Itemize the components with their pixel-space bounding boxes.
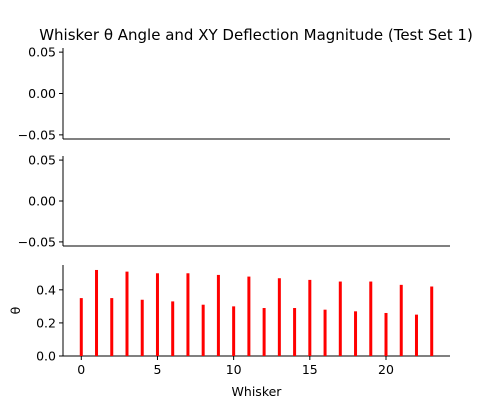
- panel-0-ytick-label: −0.05: [18, 127, 56, 142]
- theta-bar: [95, 269, 99, 356]
- x-axis-label: Whisker: [232, 384, 283, 399]
- panel-2-ylabel: θ: [8, 307, 23, 315]
- theta-bar: [155, 273, 159, 356]
- xtick-label: 10: [226, 362, 242, 377]
- theta-bar: [232, 306, 236, 356]
- theta-bar: [277, 278, 281, 356]
- xtick-label: 5: [153, 362, 161, 377]
- theta-bar: [216, 274, 220, 356]
- panel-0-ytick-label: 0.05: [28, 45, 56, 60]
- panel-2-ytick-label: 0.2: [36, 315, 56, 330]
- theta-bar: [384, 312, 388, 356]
- theta-bar: [430, 286, 434, 356]
- theta-bar: [247, 276, 251, 356]
- xtick-label: 15: [302, 362, 318, 377]
- xtick-label: 0: [77, 362, 85, 377]
- theta-bar: [79, 298, 83, 356]
- theta-bar: [414, 314, 418, 356]
- theta-bar: [338, 281, 342, 356]
- theta-bar: [323, 309, 327, 356]
- panel-0-ytick-label: 0.00: [28, 86, 56, 101]
- panel-1-ytick-label: 0.05: [28, 153, 56, 168]
- theta-bar: [293, 308, 297, 356]
- theta-bar: [201, 304, 205, 356]
- theta-bar: [125, 271, 129, 356]
- theta-bar: [369, 281, 373, 356]
- theta-bar: [308, 279, 312, 356]
- theta-bar: [262, 308, 266, 356]
- theta-bar: [110, 298, 114, 356]
- panel-1-ylabel: X: [0, 196, 2, 205]
- panel-1-ytick-label: −0.05: [18, 234, 56, 249]
- panel-1-ytick-label: 0.00: [28, 194, 56, 209]
- chart-title: Whisker θ Angle and XY Deflection Magnit…: [39, 26, 473, 44]
- panel-2-ytick-label: 0.4: [36, 282, 56, 297]
- theta-bar: [171, 301, 175, 356]
- theta-bar: [186, 273, 190, 356]
- theta-bar: [399, 284, 403, 356]
- xtick-label: 20: [378, 362, 394, 377]
- theta-bar: [354, 311, 358, 356]
- panel-0-ylabel: Y: [0, 89, 2, 98]
- theta-bar: [140, 299, 144, 356]
- panel-2-ytick-label: 0.0: [36, 349, 56, 364]
